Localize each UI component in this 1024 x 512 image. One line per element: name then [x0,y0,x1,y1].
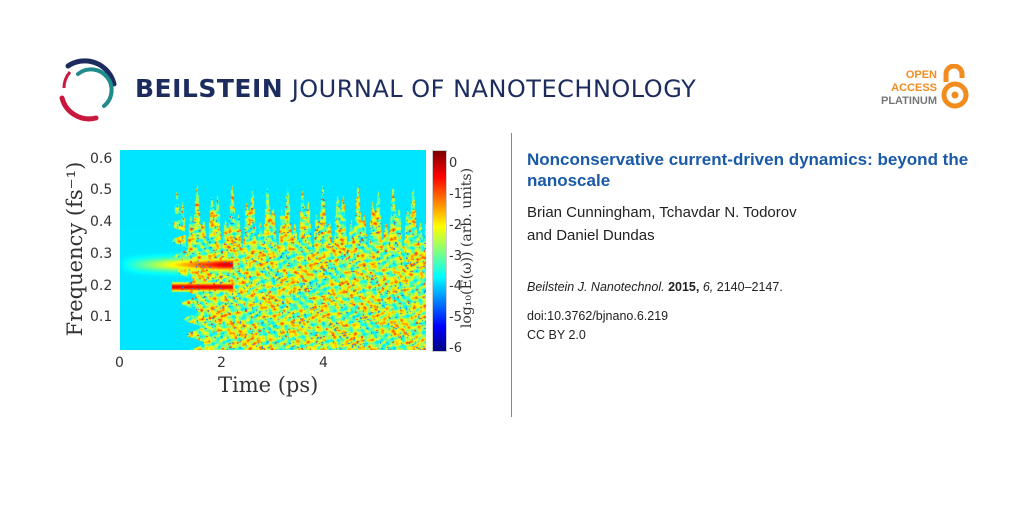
journal-logo-icon [59,58,117,122]
y-tick-label: 0.6 [90,150,113,167]
x-tick-label: 0 [115,355,124,371]
colorbar-tick-label: -3 [449,248,462,264]
y-axis-label: Frequency (fs⁻¹) [63,161,87,337]
y-tick-label: 0.4 [90,214,113,231]
citation: Beilstein J. Nanotechnol. 2015, 6, 2140–… [527,280,783,294]
journal-name: BEILSTEIN JOURNAL OF NANOTECHNOLOGY [135,74,697,103]
article-title[interactable]: Nonconservative current-driven dynamics:… [527,150,969,190]
colorbar-tick-label: -4 [449,279,462,295]
open-access-label: OPEN ACCESS PLATINUM [880,69,937,107]
colorbar-tick-label: 0 [449,156,458,172]
colorbar-label: log₁₀(E(ω)) (arb. units) [459,167,475,329]
divider [511,133,512,417]
x-tick-label: 4 [319,355,328,371]
open-lock-icon [941,64,969,109]
x-tick-label: 2 [217,355,226,371]
y-tick-label: 0.3 [90,245,113,262]
license: CC BY 2.0 [527,328,586,342]
x-axis-label: Time (ps) [218,373,319,397]
colorbar-tick-label: -1 [449,187,462,203]
y-tick-label: 0.5 [90,182,113,199]
y-tick-label: 0.1 [90,309,113,326]
colorbar [432,150,447,352]
colorbar-tick-label: -6 [449,341,462,356]
doi[interactable]: doi:10.3762/bjnano.6.219 [527,309,669,323]
y-tick-label: 0.2 [90,277,113,294]
authors: Brian Cunningham, Tchavdar N. Todorov [527,204,797,221]
heatmap-area [120,150,426,350]
colorbar-tick-label: -5 [449,310,462,326]
authors-continued: and Daniel Dundas [527,227,655,244]
colorbar-tick-label: -2 [449,217,462,233]
